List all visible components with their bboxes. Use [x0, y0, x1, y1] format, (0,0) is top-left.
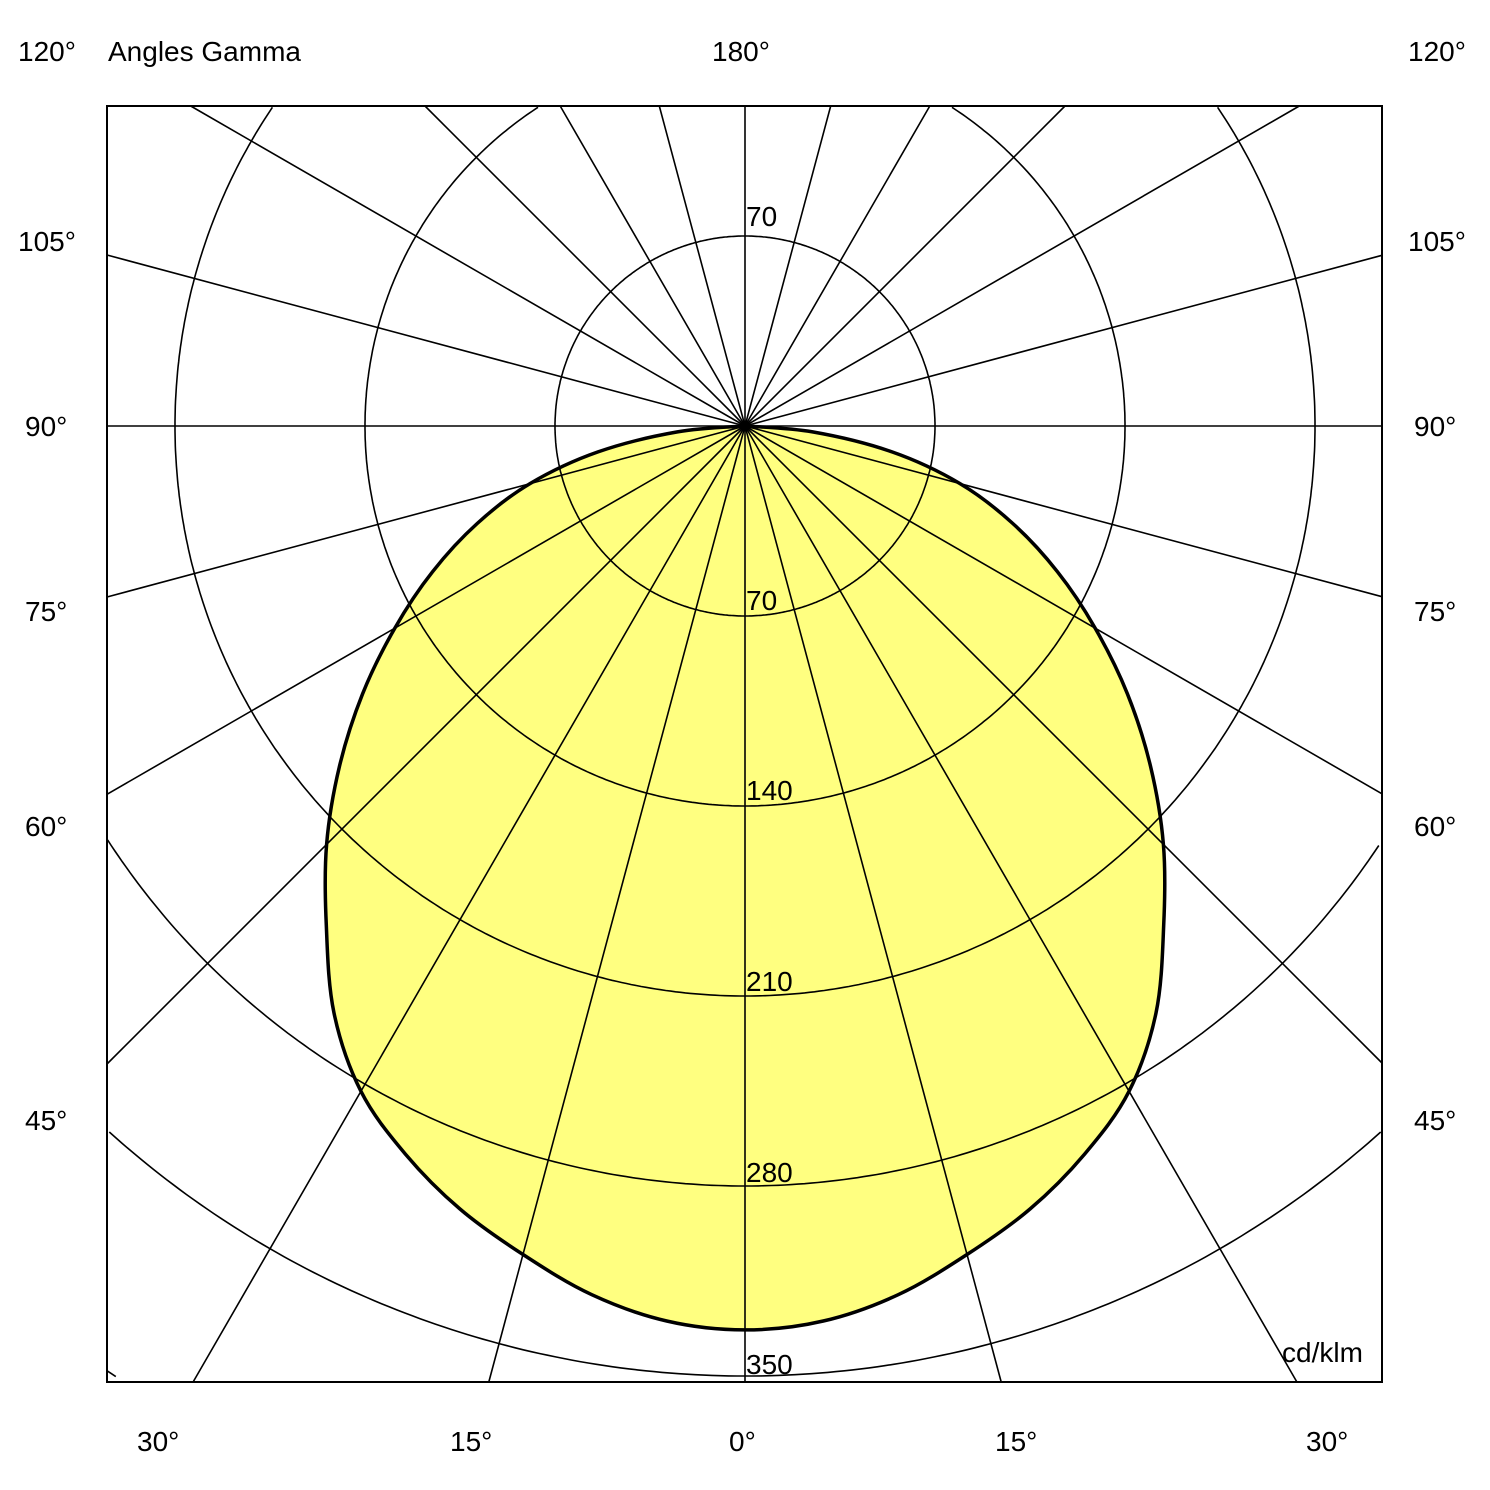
radial-line-165 [744, 105, 832, 427]
angle-label-bottom: 0° [729, 1426, 756, 1457]
radial-line-15 [744, 425, 1002, 1383]
data-point [360, 1090, 362, 1092]
radial-line-30 [744, 425, 1298, 1383]
data-point [339, 765, 340, 767]
plot-frame [106, 105, 1383, 1383]
angle-label-left: 60° [25, 811, 68, 842]
data-point [966, 1254, 968, 1255]
angle-label-bottom: 30° [1306, 1426, 1349, 1457]
radial-line-240 [190, 105, 746, 427]
angle-label-top-center: 180° [712, 36, 770, 67]
data-point [459, 1208, 461, 1210]
ring-label: 350 [746, 1349, 793, 1380]
data-point [1150, 765, 1151, 767]
data-point [1128, 1090, 1130, 1092]
radial-line-315 [106, 425, 746, 1065]
radial-line-210 [559, 105, 746, 427]
data-point [476, 523, 478, 524]
angle-label-top-right: 120° [1408, 36, 1466, 67]
data-point [1126, 693, 1128, 695]
data-point [1163, 924, 1165, 926]
radial-line-285 [106, 425, 746, 598]
data-point [1155, 1012, 1157, 1014]
angle-label-left: 105° [18, 226, 76, 257]
angle-label-right: 90° [1414, 411, 1457, 442]
angle-label-right: 105° [1408, 226, 1466, 257]
plot-area [106, 105, 1383, 1383]
angle-label-bottom: 15° [995, 1426, 1038, 1457]
angle-label-right: 75° [1414, 596, 1457, 627]
ring-210 [174, 106, 1316, 997]
radial-line-150 [744, 105, 931, 427]
data-point [676, 431, 678, 433]
data-point [591, 1294, 593, 1296]
data-point [1094, 627, 1096, 629]
center-point [741, 422, 749, 430]
ring-label: 140 [746, 775, 793, 806]
data-point [1056, 571, 1058, 573]
radial-line-60 [744, 425, 1383, 795]
radial-line-195 [658, 105, 746, 427]
data-point [666, 1320, 668, 1322]
radial-line-45 [744, 425, 1383, 1064]
angle-label-left: 45° [25, 1105, 68, 1136]
data-point [529, 483, 531, 485]
chart-title: Angles Gamma [108, 36, 301, 67]
data-point [326, 843, 328, 845]
data-point [891, 451, 893, 453]
data-point [432, 571, 434, 573]
radial-line-135 [744, 105, 1066, 427]
radial-line-300 [106, 425, 746, 795]
data-point [744, 1329, 746, 1331]
unit-label: cd/klm [1282, 1337, 1363, 1368]
ring-140 [364, 106, 1126, 807]
radial-line-105 [744, 254, 1383, 427]
data-point [394, 627, 396, 629]
radial-line-75 [744, 425, 1383, 598]
radial-line-120 [744, 105, 1300, 427]
data-point [1084, 1153, 1085, 1155]
ring-label-upper: 70 [746, 201, 778, 232]
ring-420 [107, 1370, 117, 1378]
ring-280 [106, 839, 1380, 1187]
angle-label-bottom: 15° [450, 1426, 493, 1457]
ring-label: 70 [746, 585, 778, 616]
data-point [597, 451, 599, 453]
data-point [405, 1153, 406, 1155]
angle-label-bottom: 30° [137, 1426, 180, 1457]
data-point [959, 483, 961, 485]
radial-line-345 [488, 425, 746, 1383]
data-point [897, 1294, 899, 1296]
radial-line-330 [192, 425, 746, 1383]
data-point [822, 1320, 824, 1322]
data-point [1012, 523, 1014, 524]
angle-label-top-left: 120° [18, 36, 76, 67]
ring-350 [108, 1131, 1382, 1377]
data-point [325, 924, 327, 926]
data-point [362, 693, 364, 695]
data-point [522, 1254, 524, 1255]
ring-label: 280 [746, 1157, 793, 1188]
angle-label-left: 75° [25, 596, 68, 627]
angle-label-right: 60° [1414, 811, 1457, 842]
data-point [812, 431, 814, 433]
ring-label: 210 [746, 966, 793, 997]
data-point [333, 1012, 335, 1014]
radial-line-225 [424, 105, 746, 427]
angle-label-left: 90° [25, 411, 68, 442]
data-point [1162, 843, 1164, 845]
data-point [1029, 1208, 1031, 1210]
angle-label-right: 45° [1414, 1105, 1457, 1136]
radial-line-255 [106, 254, 746, 427]
